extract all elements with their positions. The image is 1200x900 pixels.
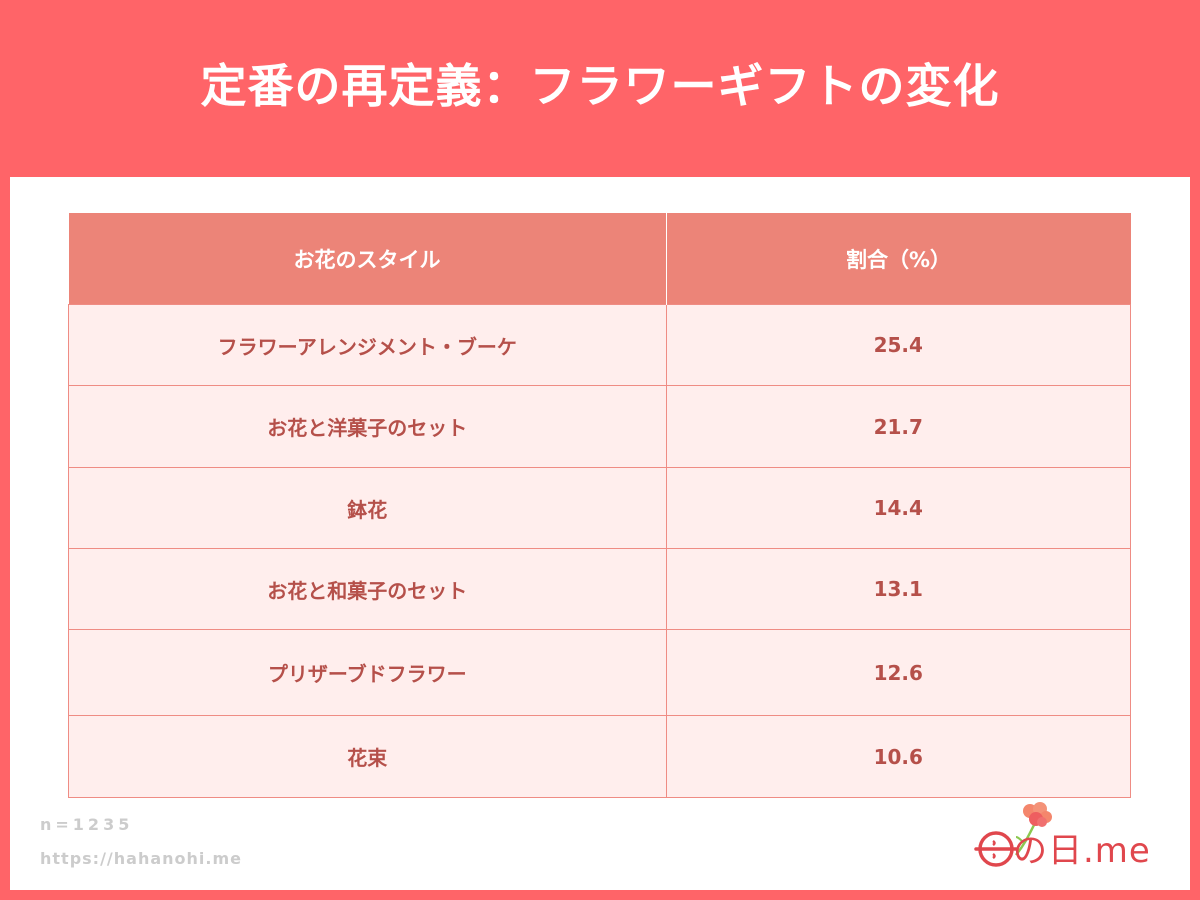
content-card: お花のスタイル 割合（%） フラワーアレンジメント・ブーケ 25.4 お花と洋菓… [10,177,1190,890]
table-row: フラワーアレンジメント・ブーケ 25.4 [68,304,1131,386]
flower-style-table: お花のスタイル 割合（%） フラワーアレンジメント・ブーケ 25.4 お花と洋菓… [68,213,1131,798]
style-cell: プリザーブドフラワー [68,629,667,716]
table-row: お花と和菓子のセット 13.1 [68,548,1131,630]
style-cell: お花と洋菓子のセット [68,385,667,468]
style-cell: お花と和菓子のセット [68,548,667,630]
page-title: 定番の再定義：フラワーギフトの変化 [200,58,1000,113]
hahanohi-logo: の日.me [968,797,1178,877]
table-row: 鉢花 14.4 [68,467,1131,549]
table-header-row: お花のスタイル 割合（%） [68,213,1131,305]
style-cell: フラワーアレンジメント・ブーケ [68,304,667,386]
carnation-icon [974,802,1052,867]
column-header-percent: 割合（%） [666,213,1131,305]
table-row: 花束 10.6 [68,715,1131,798]
percent-cell: 12.6 [665,629,1131,716]
style-cell: 花束 [68,715,667,798]
percent-cell: 13.1 [665,548,1131,630]
percent-cell: 21.7 [665,385,1131,468]
site-url: https://hahanohi.me [40,849,242,868]
table-row: お花と洋菓子のセット 21.7 [68,385,1131,468]
percent-cell: 25.4 [665,304,1131,386]
sample-size-note: n=1235 [40,815,134,834]
column-header-style: お花のスタイル [68,213,667,305]
table-row: プリザーブドフラワー 12.6 [68,629,1131,716]
percent-cell: 10.6 [665,715,1131,798]
title-banner: 定番の再定義：フラワーギフトの変化 [0,0,1200,177]
logo-text: の日.me [1013,831,1151,871]
percent-cell: 14.4 [665,467,1131,549]
style-cell: 鉢花 [68,467,667,549]
